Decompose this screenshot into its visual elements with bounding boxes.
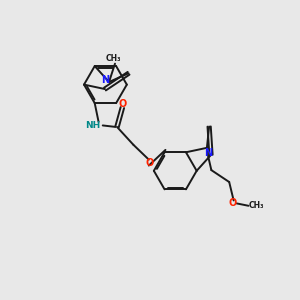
- Text: O: O: [119, 99, 127, 109]
- Text: O: O: [229, 198, 237, 208]
- Text: N: N: [101, 75, 110, 85]
- Text: CH₃: CH₃: [249, 201, 265, 210]
- Text: CH₃: CH₃: [106, 54, 121, 63]
- Text: N: N: [205, 148, 213, 158]
- Text: O: O: [146, 158, 154, 168]
- Text: NH: NH: [85, 121, 100, 130]
